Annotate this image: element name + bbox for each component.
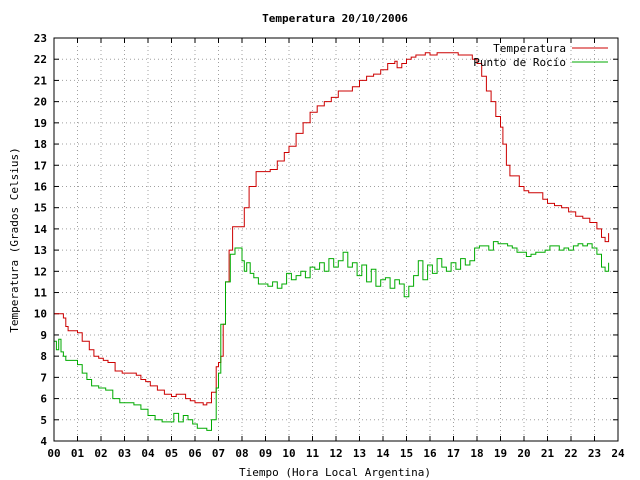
x-tick-label: 21	[541, 447, 555, 460]
y-tick-label: 5	[40, 414, 47, 427]
y-tick-label: 7	[40, 371, 47, 384]
series-line-temperatura	[54, 52, 610, 406]
y-tick-label: 16	[34, 180, 48, 193]
axis-ticks: 00 01 02 03 04 05 06 07 08 09 10 11 12 13 14 15 16 17 18 19…	[34, 32, 625, 460]
x-tick-label: 19	[494, 447, 507, 460]
x-tick-label: 10	[282, 447, 295, 460]
y-tick-label: 22	[34, 53, 47, 66]
y-tick-label: 6	[40, 393, 47, 406]
x-tick-label: 11	[306, 447, 320, 460]
series-group	[54, 52, 610, 431]
x-tick-label: 16	[423, 447, 437, 460]
x-tick-label: 03	[118, 447, 131, 460]
legend: Temperatura Punto de Rocío	[473, 42, 608, 69]
legend-label-punto-de-rocio: Punto de Rocío	[473, 56, 566, 69]
x-tick-label: 06	[188, 447, 202, 460]
plot-frame	[53, 37, 619, 442]
x-tick-label: 04	[141, 447, 155, 460]
y-tick-label: 19	[34, 117, 47, 130]
x-tick-label: 17	[447, 447, 460, 460]
y-tick-label: 14	[34, 223, 48, 236]
y-tick-label: 17	[34, 159, 47, 172]
x-tick-label: 09	[259, 447, 272, 460]
x-tick-label: 02	[94, 447, 107, 460]
x-tick-label: 20	[517, 447, 530, 460]
y-tick-label: 20	[34, 96, 47, 109]
y-tick-label: 18	[34, 138, 47, 151]
x-tick-label: 23	[588, 447, 601, 460]
x-tick-label: 18	[470, 447, 483, 460]
x-tick-label: 13	[353, 447, 366, 460]
y-tick-label: 10	[34, 308, 47, 321]
grid	[54, 38, 618, 441]
y-tick-label: 8	[40, 350, 47, 363]
series-line-punto-de-rocio	[54, 241, 610, 431]
x-tick-label: 08	[235, 447, 248, 460]
legend-label-temperatura: Temperatura	[493, 42, 566, 55]
y-tick-label: 21	[34, 74, 48, 87]
y-tick-label: 4	[40, 435, 47, 448]
y-tick-label: 23	[34, 32, 47, 45]
y-tick-label: 12	[34, 265, 47, 278]
chart-title: Temperatura 20/10/2006	[262, 12, 408, 25]
x-tick-label: 15	[400, 447, 413, 460]
y-tick-label: 9	[40, 329, 47, 342]
y-axis-label: Temperatura (Grados Celsius)	[8, 147, 21, 332]
x-tick-label: 12	[329, 447, 342, 460]
y-tick-label: 11	[34, 287, 48, 300]
x-tick-label: 00	[47, 447, 60, 460]
x-tick-label: 22	[564, 447, 577, 460]
x-tick-label: 24	[611, 447, 625, 460]
x-tick-label: 07	[212, 447, 225, 460]
y-tick-label: 13	[34, 244, 47, 257]
y-tick-label: 15	[34, 202, 47, 215]
x-tick-label: 05	[165, 447, 178, 460]
x-axis-label: Tiempo (Hora Local Argentina)	[239, 466, 431, 479]
x-tick-label: 01	[71, 447, 85, 460]
x-tick-label: 14	[376, 447, 390, 460]
